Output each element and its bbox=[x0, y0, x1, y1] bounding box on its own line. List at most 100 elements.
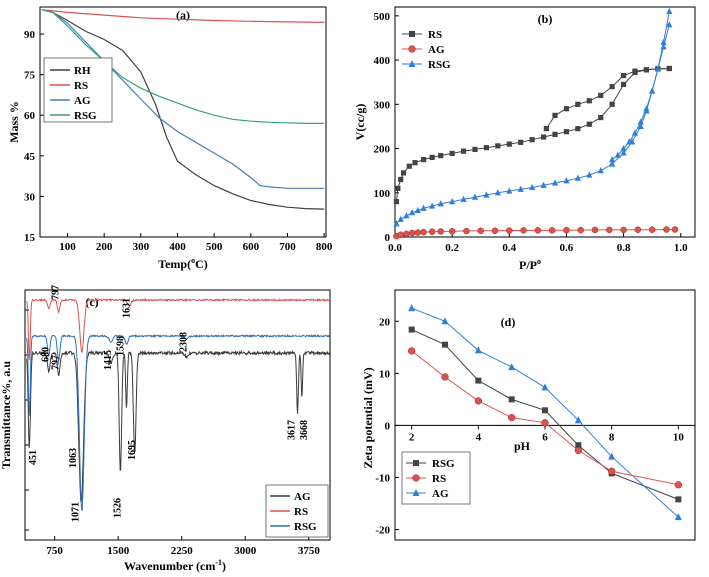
panel-c-series-ag-line bbox=[26, 349, 331, 503]
panel-a-xtick-label: 400 bbox=[169, 241, 186, 253]
panel-c-peak-annotation: 1631 bbox=[121, 298, 132, 318]
panel-b-rs-point bbox=[609, 84, 615, 90]
panel-d-series-ag-line bbox=[411, 307, 679, 518]
panel-b-xtick-label: 1.0 bbox=[674, 242, 688, 254]
panel-d-xlabel: pH bbox=[514, 439, 531, 453]
panel-b-ytick-label: 0 bbox=[385, 232, 391, 244]
panel-a-legend: RH RS AG RSG bbox=[43, 57, 113, 123]
panel-b-rsg-point bbox=[643, 105, 650, 112]
panel-d-ag-point bbox=[674, 513, 682, 521]
panel-b-rsg-point bbox=[517, 185, 524, 192]
panel-b-rs-point bbox=[395, 185, 401, 191]
panel-d-xtick-label: 4 bbox=[476, 431, 482, 443]
panel-a-tga-chart: (a) Mass % Temp(oC) 100 200 300 400 500 600 70… bbox=[7, 6, 333, 271]
panel-b-ag-point bbox=[520, 227, 527, 234]
panel-b-rs-point bbox=[586, 121, 592, 127]
panel-b-rsg-point bbox=[609, 155, 616, 163]
panel-a-ytick-label: 15 bbox=[24, 232, 36, 244]
panel-c-legend-label-ag: AG bbox=[294, 491, 311, 503]
panel-a-xtick-label: 100 bbox=[59, 241, 76, 253]
panel-b-xtick-label: 0.6 bbox=[560, 242, 574, 254]
panel-b-rsg-point bbox=[460, 195, 467, 203]
panel-d-rsg-point bbox=[542, 407, 548, 414]
panel-b-ag-point bbox=[491, 227, 499, 235]
panel-c-series-rsg-line bbox=[26, 333, 330, 511]
panel-c-peak-annotation: 451 bbox=[28, 450, 39, 465]
panel-b-ag-point bbox=[477, 227, 484, 235]
panel-b-rsg-point bbox=[660, 43, 667, 50]
panel-a-xtick-label: 800 bbox=[316, 241, 333, 253]
panel-b-rsg-point bbox=[393, 220, 400, 227]
panel-b-rsg-point bbox=[626, 138, 633, 145]
panel-b-ytick-label: 500 bbox=[374, 11, 391, 23]
panel-b-rsg-point bbox=[403, 212, 410, 219]
panel-c-label: (c) bbox=[85, 295, 98, 309]
panel-d-rs-point bbox=[674, 481, 682, 489]
panel-d-ytick-label: 0 bbox=[385, 420, 391, 432]
panel-b-ag-point bbox=[414, 229, 422, 236]
panel-d-rs-point bbox=[608, 467, 616, 475]
panel-b-rs-point bbox=[518, 139, 524, 145]
panel-b-xtick-label: 0.4 bbox=[502, 242, 516, 254]
panel-b-rs-point bbox=[393, 199, 400, 205]
panel-b-legend-marker-rsg bbox=[408, 60, 416, 67]
panel-b-rs-point bbox=[666, 65, 672, 72]
panel-d-series-rsg-line bbox=[411, 329, 679, 500]
panel-d-series-rs-line bbox=[411, 350, 679, 486]
panel-b-rs-point bbox=[563, 129, 570, 135]
panel-d-xtick-label: 2 bbox=[409, 431, 415, 443]
panel-d-zeta-chart: (d) Zeta potential (mV) pH 2 4 6 8 10 -20 -10 0… bbox=[361, 289, 696, 541]
panel-a-legend-box bbox=[43, 57, 113, 123]
panel-c-peak-annotation: 3617 bbox=[286, 420, 297, 440]
panel-b-ag-point bbox=[463, 227, 470, 235]
panel-b-ag-point bbox=[591, 226, 599, 234]
panel-b-ag-point bbox=[420, 228, 427, 236]
panel-d-ag-point bbox=[474, 346, 482, 354]
panel-d-legend-marker-ag bbox=[412, 489, 420, 496]
panel-b-rs-point bbox=[472, 146, 478, 153]
panel-b-ag-point bbox=[577, 226, 584, 234]
panel-d-rs-point bbox=[441, 373, 449, 381]
panel-d-ag-point bbox=[441, 317, 449, 325]
panel-d-legend-marker-rsg bbox=[413, 460, 419, 466]
panel-d-rsg-point bbox=[675, 496, 682, 503]
panel-b-rsg-point bbox=[660, 38, 667, 45]
panel-b-rs-point bbox=[449, 150, 455, 157]
panel-d-xtick-label: 8 bbox=[609, 431, 615, 443]
panel-b-ag-point bbox=[428, 228, 436, 235]
panel-d-legend: RSG RS AG bbox=[401, 451, 471, 505]
panel-b-ag-point bbox=[506, 227, 513, 234]
panel-d-label: (d) bbox=[501, 315, 516, 329]
panel-b-rs-point bbox=[620, 72, 627, 79]
panel-b-ytick-label: 100 bbox=[374, 188, 391, 200]
panel-b-legend-marker-rs bbox=[409, 31, 415, 37]
panel-b-rs-point bbox=[586, 98, 592, 104]
panel-a-ytick-label: 90 bbox=[24, 29, 36, 41]
panel-b-series-rs-desorption-line bbox=[545, 68, 670, 129]
panel-c-xlabel: Wavenumber (cm-1) bbox=[124, 558, 226, 573]
panel-b-rsg-point bbox=[437, 200, 444, 207]
panel-b-rs-point bbox=[400, 170, 407, 176]
panel-b-rsg-point bbox=[637, 118, 644, 125]
panel-b-ag-point bbox=[663, 226, 670, 233]
panel-b-rsg-point bbox=[397, 215, 404, 222]
panel-b-rsg-point bbox=[429, 202, 436, 209]
panel-a-xtick-label: 200 bbox=[96, 241, 113, 253]
panel-a-series-ag-line bbox=[41, 9, 325, 189]
panel-b-rs-point bbox=[563, 106, 570, 112]
panel-c-peak-annotation: 1415 bbox=[103, 350, 114, 370]
panel-b-rs-point bbox=[429, 154, 435, 160]
panel-b-xtick-label: 0.0 bbox=[388, 242, 402, 254]
panel-a-plot-frame bbox=[39, 6, 327, 238]
panel-b-rs-point bbox=[529, 137, 535, 143]
panel-b-rsg-point bbox=[529, 183, 536, 191]
panel-b-ag-point bbox=[606, 226, 613, 234]
panel-d-rs-point bbox=[508, 413, 516, 422]
panel-b-ag-point bbox=[671, 226, 679, 233]
panel-b-rs-point bbox=[643, 67, 650, 73]
panel-d-rs-point bbox=[574, 446, 582, 455]
panel-b-ag-point bbox=[548, 227, 556, 234]
panel-b-rsg-point bbox=[494, 189, 501, 196]
panel-d-legend-label-rsg: RSG bbox=[432, 458, 455, 470]
panel-d-rsg-point bbox=[408, 326, 415, 333]
